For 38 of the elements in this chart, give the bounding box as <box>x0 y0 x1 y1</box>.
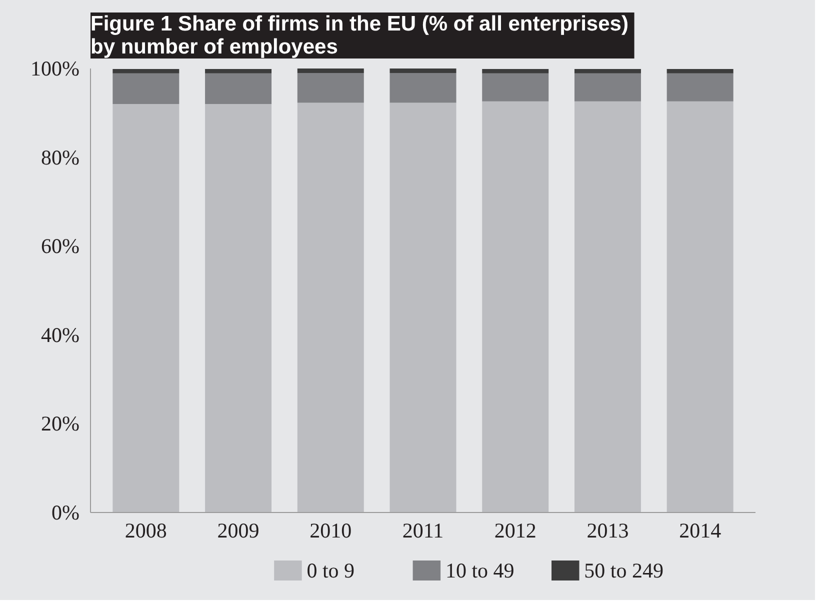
bar <box>482 101 549 512</box>
legend-label: 10 to 49 <box>445 558 514 582</box>
x-tick-label: 2009 <box>217 518 260 542</box>
bar <box>482 68 549 74</box>
bar <box>482 73 549 102</box>
bar <box>297 68 364 73</box>
y-tick-label: 60% <box>41 234 80 258</box>
legend-label: 0 to 9 <box>306 558 355 582</box>
bar <box>390 102 456 512</box>
x-tick-label: 2012 <box>494 518 536 542</box>
x-tick-label: 2011 <box>402 518 444 542</box>
bar <box>574 68 641 74</box>
y-tick-label: 40% <box>41 322 80 347</box>
y-tick-label: 0% <box>52 500 80 524</box>
bar <box>297 72 364 103</box>
x-tick-label: 2008 <box>124 518 167 542</box>
x-tick-label: 2013 <box>586 518 629 542</box>
bar <box>205 68 272 74</box>
bar <box>390 68 456 73</box>
bar <box>205 73 272 104</box>
bar <box>574 73 641 102</box>
bar <box>112 73 180 104</box>
bar <box>666 73 734 102</box>
bar <box>666 68 734 74</box>
bar <box>390 72 456 103</box>
x-tick-label: 2010 <box>310 518 352 542</box>
bar <box>112 68 180 74</box>
legend-label: 50 to 249 <box>584 558 664 582</box>
bar <box>112 104 180 512</box>
bar <box>666 101 734 512</box>
bar <box>297 102 364 512</box>
bar <box>205 104 272 512</box>
y-tick-label: 20% <box>41 412 80 436</box>
x-tick-label: 2014 <box>679 518 722 542</box>
y-tick-label: 80% <box>41 145 80 170</box>
chart-title: Figure 1 Share of firms in the EU (% of all enterprises) by number of employees <box>90 12 628 58</box>
y-tick-label: 100% <box>30 56 80 80</box>
bar <box>574 101 641 512</box>
